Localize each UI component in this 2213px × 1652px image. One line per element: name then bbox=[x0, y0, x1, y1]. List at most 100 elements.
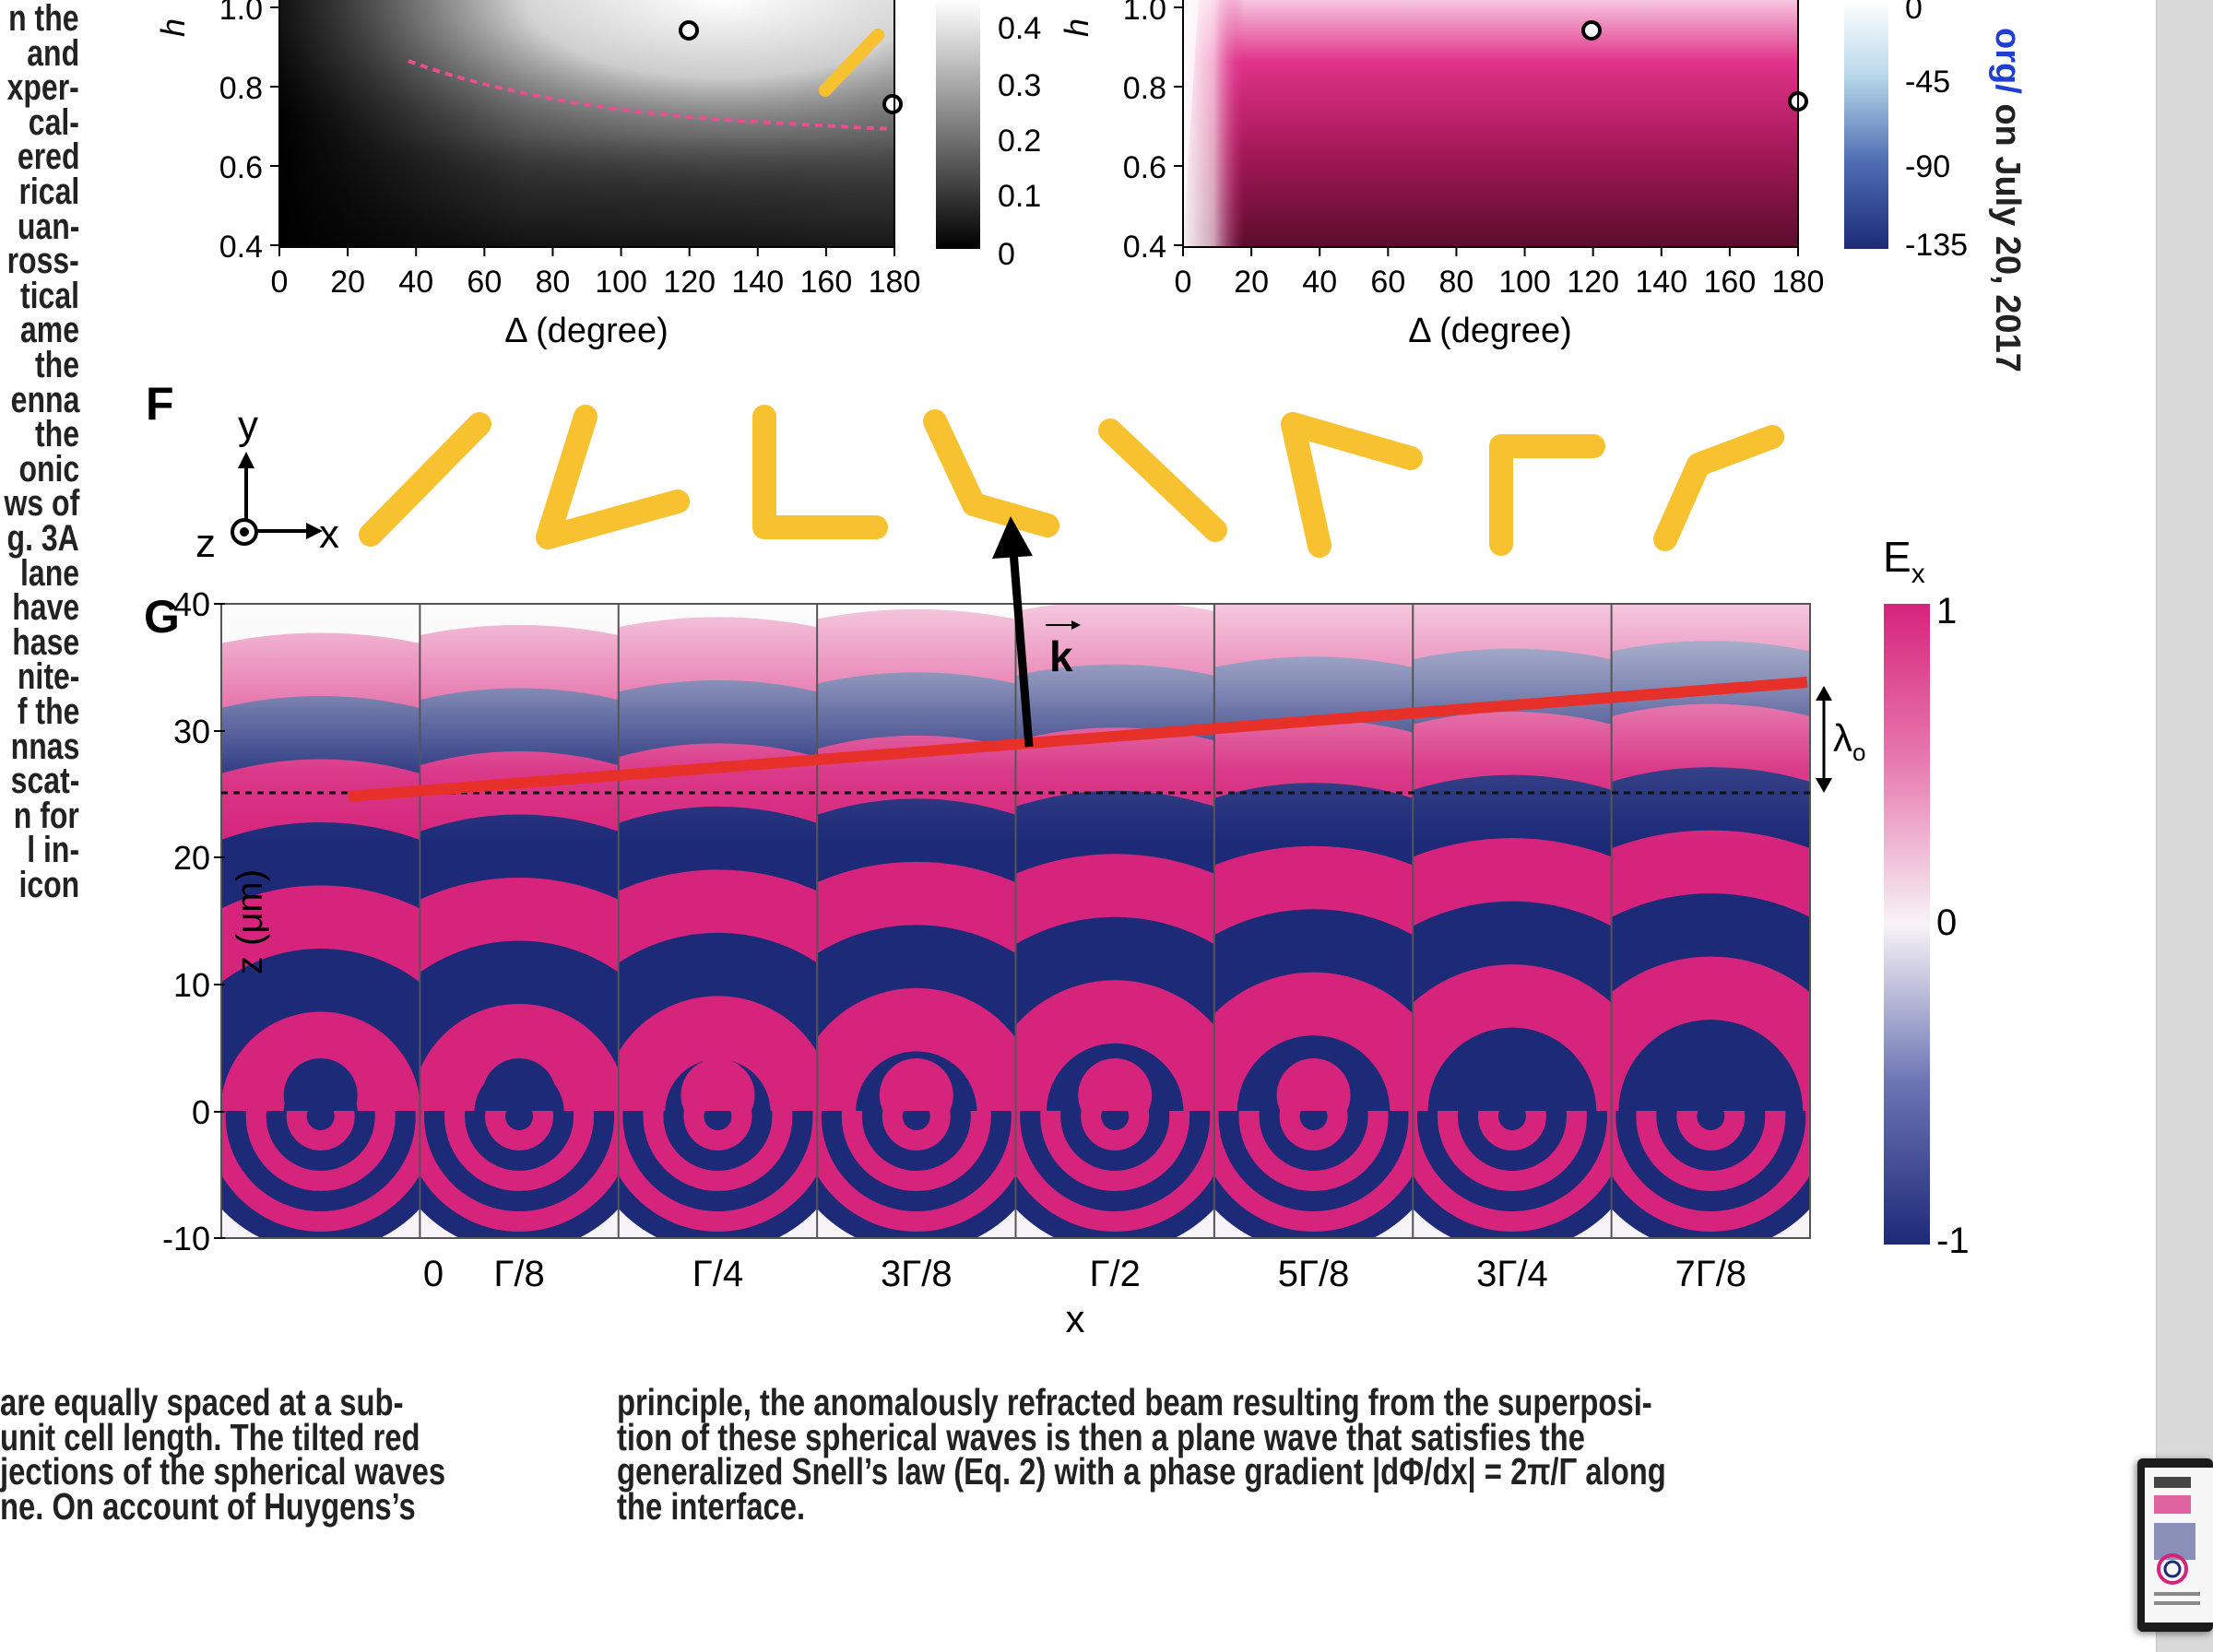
v-antennas bbox=[359, 405, 1784, 558]
x-tick-label: 40 bbox=[1302, 265, 1337, 300]
page-thumbnail[interactable] bbox=[2137, 1458, 2213, 1632]
panel-e: h 1.00.80.60.4 0 20 40 60 80 100 120 140 160 180 … bbox=[1058, 0, 1968, 350]
panel-g-x-ticks: 0 Γ/8 Γ/4 3Γ/8 Γ/2 5Γ/8 3Γ/4 7Γ/8 bbox=[423, 1254, 1746, 1294]
text-line: rical bbox=[18, 171, 79, 212]
colorbar-tick-label: 0 bbox=[1936, 903, 1957, 943]
text-line: ame bbox=[19, 310, 79, 351]
x-tick-label: 3Γ/8 bbox=[881, 1254, 953, 1294]
x-tick-label: 140 bbox=[1635, 265, 1687, 300]
x-tick-label: 160 bbox=[800, 265, 853, 300]
text-line: l in- bbox=[27, 830, 79, 871]
panel-f: F y z x bbox=[146, 378, 1784, 566]
text-line: the bbox=[35, 414, 79, 455]
y-tick-label: 40 bbox=[173, 585, 210, 623]
colorbar-tick-label: 0 bbox=[1905, 0, 1923, 26]
text-line: xper- bbox=[6, 67, 79, 109]
antenna bbox=[359, 412, 491, 547]
panel-d-x-ticks: 0 20 40 60 80 100 120 140 160 180 bbox=[271, 247, 921, 300]
figure-3: h 1.00.80.60.4 0 20 40 60 80 100 120 140 160 180 … bbox=[144, 0, 1970, 1340]
text-line: f the bbox=[17, 691, 79, 732]
text-line: cal- bbox=[28, 101, 79, 143]
dashed-contour bbox=[408, 59, 893, 131]
colorbar-tick-label: 1 bbox=[1936, 591, 1957, 631]
antenna bbox=[1098, 419, 1227, 542]
text-line: n the bbox=[8, 0, 79, 39]
colorbar-tick-label: 0.3 bbox=[998, 68, 1041, 103]
y-tick-label: 0.8 bbox=[1123, 71, 1166, 106]
text-line: jections of the spherical waves bbox=[0, 1450, 446, 1493]
antenna bbox=[1281, 412, 1423, 558]
unit-cell-dividers bbox=[419, 604, 1613, 1238]
axis-z-label: z bbox=[195, 521, 216, 566]
panel-e-x-ticks: 0 20 40 60 80 100 120 140 160 180 bbox=[1175, 247, 1825, 300]
panel-g-xlabel: x bbox=[1066, 1297, 1085, 1340]
panel-g-y-ticks: 40 30 20 10 0 -10 bbox=[162, 585, 225, 1257]
side-date: on July 20, 2017 bbox=[1988, 93, 2027, 372]
marker-circle bbox=[679, 20, 699, 41]
tilted-wavefront-line bbox=[348, 677, 1808, 802]
thumbnail-preview bbox=[2154, 1477, 2200, 1605]
y-tick-label: 0.6 bbox=[1123, 150, 1166, 185]
x-tick-label: 100 bbox=[1498, 265, 1551, 300]
panel-e-ylabel: h bbox=[1058, 18, 1095, 37]
axis-y-label: y bbox=[238, 403, 258, 448]
panel-d: h 1.00.80.60.4 0 20 40 60 80 100 120 140 160 180 … bbox=[154, 0, 1041, 350]
x-tick-label: 0 bbox=[1175, 265, 1192, 300]
panel-g-colorbar bbox=[1884, 604, 1930, 1245]
text-line: tical bbox=[19, 275, 79, 316]
side-link[interactable]: org/ bbox=[1988, 28, 2027, 94]
text-line: generalized Snell’s law (Eq. 2) with a p… bbox=[617, 1450, 1666, 1493]
colorbar-tick-label: -90 bbox=[1905, 149, 1950, 184]
colorbar-tick-label: -135 bbox=[1905, 228, 1968, 263]
text-line: lane bbox=[19, 552, 79, 594]
axis-triad: y z x bbox=[195, 403, 339, 566]
x-tick-label: 180 bbox=[869, 265, 921, 300]
x-tick-label: 140 bbox=[731, 265, 784, 300]
antenna bbox=[536, 405, 690, 549]
x-tick-label: Γ/2 bbox=[1089, 1254, 1140, 1294]
panel-e-xlabel: Δ (degree) bbox=[1408, 312, 1571, 350]
x-tick-label: 20 bbox=[330, 265, 365, 300]
x-tick-label: 120 bbox=[1567, 265, 1619, 300]
side-download-note: org/ on July 20, 2017 bbox=[1987, 28, 2027, 372]
panel-e-colorbar bbox=[1844, 0, 1888, 249]
panel-e-colorbar-ticks: 0 -45 -90 -135 bbox=[1905, 0, 1968, 263]
text-line: unit cell length. The tilted red bbox=[0, 1415, 420, 1458]
panel-e-y-ticks: 1.0 0.8 0.6 0.4 bbox=[1123, 0, 1183, 265]
text-line: ered bbox=[17, 136, 79, 178]
x-tick-label: 5Γ/8 bbox=[1278, 1254, 1350, 1294]
antenna bbox=[1489, 434, 1605, 556]
x-tick-label: 40 bbox=[398, 265, 433, 300]
x-tick-label: 120 bbox=[663, 265, 716, 300]
y-tick-label: 0.8 bbox=[219, 71, 263, 106]
x-tick-label: 80 bbox=[1439, 265, 1474, 300]
text-line: principle, the anomalously refracted bea… bbox=[617, 1381, 1652, 1423]
x-tick-label: 180 bbox=[1772, 265, 1825, 300]
colorbar-tick-label: -45 bbox=[1905, 65, 1950, 100]
y-tick-label: 0.4 bbox=[1123, 230, 1166, 265]
y-tick-label: 1.0 bbox=[219, 0, 263, 27]
x-tick-label: 100 bbox=[595, 265, 647, 300]
text-line: ne. On account of Huygens’s bbox=[0, 1484, 416, 1528]
antenna bbox=[923, 409, 1059, 537]
x-tick-label: 7Γ/8 bbox=[1675, 1254, 1746, 1294]
k-label: k bbox=[1049, 632, 1073, 680]
panel-d-ylabel: h bbox=[154, 18, 192, 37]
axis-x-label: x bbox=[319, 512, 339, 557]
text-line: ross- bbox=[6, 241, 79, 282]
colorbar-tick-label: 0.2 bbox=[998, 124, 1041, 159]
x-tick-label: 0 bbox=[271, 265, 289, 300]
text-line: enna bbox=[10, 379, 79, 420]
x-tick-label: 20 bbox=[1234, 265, 1269, 300]
lambda-label: λo bbox=[1833, 716, 1865, 766]
text-line: icon bbox=[18, 865, 79, 905]
viewer-scrollbar-area[interactable] bbox=[2156, 0, 2213, 1652]
x-tick-label: 160 bbox=[1704, 265, 1757, 300]
k-vector-arrow bbox=[1009, 550, 1034, 748]
y-tick-label: 1.0 bbox=[1123, 0, 1166, 27]
panel-g-label: G bbox=[144, 591, 180, 643]
text-line: have bbox=[12, 587, 79, 629]
colorbar-tick-label: -1 bbox=[1936, 1221, 1970, 1261]
colorbar-title: Ex bbox=[1883, 533, 1925, 589]
